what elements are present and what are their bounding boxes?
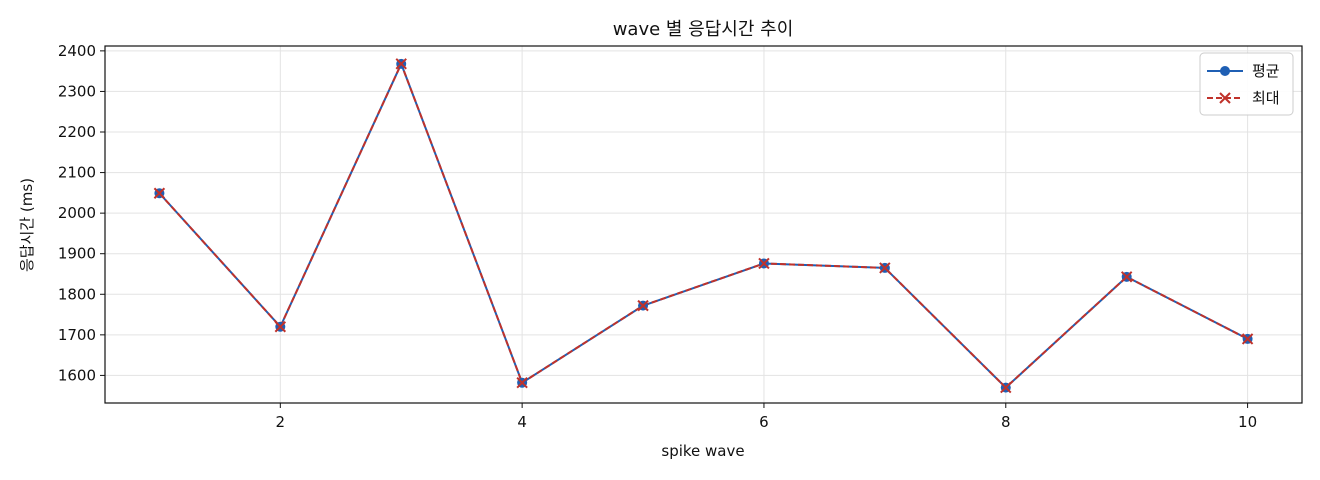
x-axis-label: spike wave: [661, 442, 744, 460]
legend-label-max: 최대: [1252, 89, 1280, 107]
x-tick-label: 2: [276, 413, 286, 431]
data-point-max: [637, 299, 649, 312]
legend-label-mean: 평균: [1252, 62, 1280, 80]
chart-title: wave 별 응답시간 추이: [613, 19, 794, 40]
data-point-max: [395, 58, 407, 70]
x-marker-stroke: [274, 321, 287, 333]
series-layer: [158, 62, 1249, 389]
data-point-max: [153, 187, 166, 199]
y-tick-label: 1800: [58, 285, 96, 303]
x-marker-stroke: [153, 187, 166, 199]
marker-layer: [153, 58, 1254, 394]
data-point-max: [758, 257, 770, 270]
y-tick-label: 1700: [58, 326, 96, 344]
y-tick-label: 2200: [58, 123, 96, 141]
legend-marker-mean: [1220, 66, 1230, 76]
x-tick-label: 10: [1238, 413, 1257, 431]
series-line-max: [158, 62, 1249, 389]
data-point-max: [1120, 271, 1133, 283]
grid: [105, 46, 1302, 403]
y-tick-label: 1600: [58, 366, 96, 384]
x-marker-stroke: [516, 377, 528, 389]
y-axis-label: 응답시간 (ms): [18, 178, 36, 272]
plot-frame: [104, 45, 1303, 404]
y-tick-label: 2100: [58, 164, 96, 182]
x-marker-stroke: [395, 58, 407, 70]
x-marker-stroke: [1241, 333, 1254, 345]
x-tick-label: 8: [1001, 413, 1011, 431]
x-marker-stroke: [1000, 381, 1012, 394]
y-tick-label: 1900: [58, 245, 96, 263]
legend: 평균 최대: [1199, 52, 1294, 116]
y-tick-label: 2000: [58, 204, 96, 222]
x-marker-stroke: [637, 299, 649, 312]
x-marker-stroke: [879, 262, 891, 274]
data-point-max: [1000, 381, 1012, 394]
x-axis-ticks: 2 4 6 8 10: [276, 403, 1257, 431]
legend-marker-max: [1219, 92, 1231, 104]
y-axis-ticks: 1600 1700 1800 1900 2000 2100 2200 2300 2400: [58, 42, 105, 384]
y-tick-label: 2300: [58, 82, 96, 100]
data-point-max: [1241, 333, 1254, 345]
x-marker-stroke: [1120, 271, 1133, 283]
x-tick-label: 6: [759, 413, 769, 431]
x-tick-label: 4: [517, 413, 527, 431]
data-point-max: [274, 321, 287, 333]
x-marker-stroke: [758, 257, 770, 270]
data-point-max: [879, 262, 891, 274]
y-tick-label: 2400: [58, 42, 96, 60]
data-point-max: [516, 377, 528, 389]
series-line-mean: [158, 62, 1249, 389]
